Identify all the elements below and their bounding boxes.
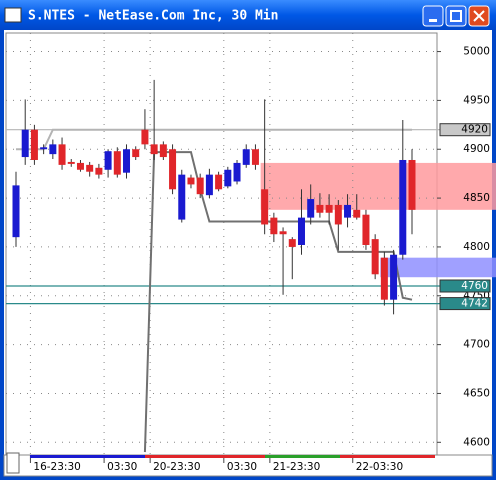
candle-body bbox=[297, 217, 305, 245]
y-tick-label: 4900 bbox=[463, 143, 490, 155]
level-label: 4742 bbox=[461, 298, 488, 310]
window-buttons[interactable] bbox=[422, 5, 490, 27]
candle-body bbox=[279, 231, 287, 235]
candle-body bbox=[30, 129, 38, 160]
session-strip bbox=[265, 455, 340, 458]
x-tick-label: 22-03:30 bbox=[356, 461, 403, 473]
y-tick-label: 4650 bbox=[463, 387, 490, 399]
candle-body bbox=[40, 147, 48, 150]
candle-body bbox=[242, 149, 250, 165]
candle-body bbox=[132, 149, 140, 158]
candle-body bbox=[251, 149, 259, 165]
y-tick-label: 4700 bbox=[463, 339, 490, 351]
level-label-box bbox=[439, 297, 491, 311]
candle-body bbox=[187, 177, 195, 185]
x-tick-label: 16-23:30 bbox=[33, 461, 80, 473]
candle-body bbox=[58, 144, 66, 165]
chart-background bbox=[4, 30, 492, 476]
y-tick-label: 5000 bbox=[463, 46, 490, 58]
level-label-box bbox=[439, 279, 491, 293]
candle-body bbox=[76, 162, 84, 170]
candle-body bbox=[141, 129, 149, 145]
candle-body bbox=[113, 151, 121, 175]
candle-body bbox=[380, 257, 388, 300]
candle-body bbox=[371, 239, 379, 275]
y-tick-label: 4600 bbox=[463, 436, 490, 448]
candle-body bbox=[67, 161, 75, 164]
candle-body bbox=[169, 149, 177, 190]
candle-body bbox=[215, 174, 223, 190]
candle-body bbox=[224, 169, 232, 187]
x-tick-label: 03:30 bbox=[227, 461, 257, 473]
candle-body bbox=[399, 159, 407, 255]
candle-body bbox=[344, 204, 352, 218]
candle-body bbox=[261, 189, 269, 225]
y-tick-label: 4800 bbox=[463, 241, 490, 253]
candle-body bbox=[233, 162, 241, 182]
level-label: 4760 bbox=[461, 280, 488, 292]
candle-body bbox=[150, 144, 158, 155]
candle-body bbox=[316, 204, 324, 213]
indicator-line bbox=[143, 151, 413, 453]
candle-body bbox=[390, 254, 398, 300]
y-tick-label: 4850 bbox=[463, 192, 490, 204]
candle-body bbox=[159, 144, 167, 158]
close-icon bbox=[473, 10, 485, 22]
candle-body bbox=[325, 204, 333, 213]
candle-body bbox=[353, 209, 361, 218]
x-tick-label: 20-23:30 bbox=[153, 461, 200, 473]
candle-body bbox=[288, 239, 296, 247]
candle-body bbox=[86, 164, 94, 172]
window-title: S.NTES - NetEase.Com Inc, 30 Min bbox=[28, 9, 278, 24]
session-strip bbox=[30, 455, 145, 458]
zone-band bbox=[380, 257, 496, 278]
candle-body bbox=[123, 149, 131, 173]
x-tick-label: 21-23:30 bbox=[273, 461, 320, 473]
zone-band bbox=[260, 162, 496, 210]
candle-body bbox=[95, 167, 103, 175]
y-tick-label: 4950 bbox=[463, 94, 490, 106]
candle-body bbox=[408, 159, 416, 210]
candle-body bbox=[104, 151, 112, 170]
app-icon bbox=[4, 7, 22, 23]
x-tick-label: 03:30 bbox=[107, 461, 137, 473]
title-bar bbox=[0, 0, 496, 30]
candle-body bbox=[362, 214, 370, 245]
candle-body bbox=[334, 204, 342, 225]
candle-body bbox=[21, 129, 29, 158]
candle-body bbox=[12, 185, 20, 238]
maximize-button[interactable] bbox=[445, 5, 467, 27]
candle-body bbox=[270, 217, 278, 235]
candle-body bbox=[196, 177, 204, 195]
session-strip bbox=[340, 455, 435, 458]
candle-body bbox=[307, 199, 315, 218]
session-strip bbox=[145, 455, 265, 458]
candle-body bbox=[178, 174, 186, 220]
candle-body bbox=[205, 174, 213, 196]
indicator-line bbox=[16, 128, 412, 151]
maximize-icon bbox=[450, 10, 462, 22]
minimize-button[interactable] bbox=[422, 5, 444, 27]
scroll-box[interactable] bbox=[6, 452, 20, 474]
level-label-box bbox=[439, 123, 491, 137]
minimize-icon bbox=[429, 19, 437, 22]
candle-body bbox=[49, 144, 57, 155]
level-label: 4920 bbox=[461, 124, 488, 136]
